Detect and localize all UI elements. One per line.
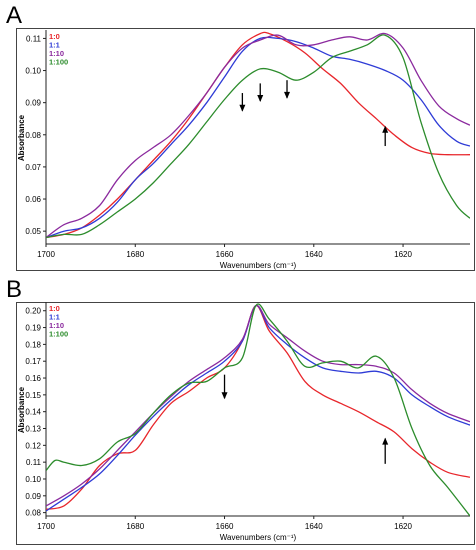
series-line-1-100	[46, 34, 470, 239]
x-axis-label: Wavenumbers (cm⁻¹)	[220, 261, 297, 270]
x-axis-label: Wavenumbers (cm⁻¹)	[220, 533, 297, 542]
y-tick-label: 0.07	[25, 163, 41, 172]
y-tick-label: 0.08	[25, 509, 41, 518]
y-tick-label: 0.06	[25, 195, 41, 204]
chart-panel-a: 0.05 0.06 0.07 0.08 0.09 0.10 0.11 1700 1680 1660…	[16, 28, 475, 271]
series-line-1-100	[46, 303, 470, 516]
x-tick-label: 1620	[394, 522, 412, 531]
y-tick-label: 0.20	[25, 307, 41, 316]
y-tick-label: 0.11	[26, 34, 42, 43]
legend-entry-1-0: 1:0	[49, 304, 60, 313]
y-tick-label: 0.16	[25, 374, 41, 383]
arrow-down-icon	[284, 91, 291, 99]
x-tick-label: 1700	[37, 522, 55, 531]
arrow-down-icon	[221, 392, 228, 400]
y-tick-label: 0.09	[25, 99, 41, 108]
y-tick-label: 0.05	[25, 227, 41, 236]
y-tick-label: 0.18	[25, 340, 41, 349]
arrow-up-icon	[382, 437, 389, 445]
y-tick-label: 0.17	[25, 357, 41, 366]
series-line-1-0	[46, 31, 470, 239]
legend-entry-1-1: 1:1	[49, 41, 60, 50]
x-tick-label: 1640	[305, 522, 323, 531]
legend-entry-1-100: 1:100	[49, 58, 68, 67]
panel-label-b: B	[6, 276, 23, 303]
arrow-down-icon	[239, 104, 246, 112]
y-tick-label: 0.09	[25, 492, 41, 501]
legend-entry-1-0: 1:0	[49, 32, 60, 41]
y-tick-label: 0.12	[25, 441, 41, 450]
y-tick-label: 0.19	[25, 324, 41, 333]
y-axis-label: Absorbance	[17, 114, 26, 161]
x-tick-label: 1700	[37, 250, 55, 259]
chart-panel-b: 0.08 0.09 0.10 0.11 0.12 0.13 0.14 0.15 0.16 0.17…	[16, 302, 475, 545]
y-axis-label: Absorbance	[17, 386, 26, 433]
panel-frame	[16, 28, 475, 271]
series-line-1-10	[46, 32, 470, 239]
legend-entry-1-10: 1:10	[49, 49, 64, 58]
x-tick-label: 1640	[305, 250, 323, 259]
panel-frame	[16, 302, 475, 545]
series-line-1-1	[46, 36, 470, 239]
y-tick-label: 0.08	[25, 131, 41, 140]
legend-entry-1-1: 1:1	[49, 313, 60, 322]
x-tick-label: 1660	[216, 250, 234, 259]
arrow-down-icon	[257, 95, 264, 103]
y-tick-label: 0.11	[26, 458, 42, 467]
legend-entry-1-10: 1:10	[49, 321, 64, 330]
x-tick-label: 1620	[394, 250, 412, 259]
x-tick-label: 1680	[126, 250, 144, 259]
y-tick-label: 0.13	[25, 425, 41, 434]
legend-entry-1-100: 1:100	[49, 330, 68, 339]
panel-label-a: A	[6, 2, 23, 29]
y-tick-label: 0.10	[25, 475, 41, 484]
y-tick-label: 0.10	[25, 67, 41, 76]
arrow-up-icon	[382, 125, 389, 133]
y-tick-label: 0.15	[25, 391, 41, 400]
x-tick-label: 1680	[126, 522, 144, 531]
x-tick-label: 1660	[216, 522, 234, 531]
y-tick-label: 0.14	[25, 408, 41, 417]
